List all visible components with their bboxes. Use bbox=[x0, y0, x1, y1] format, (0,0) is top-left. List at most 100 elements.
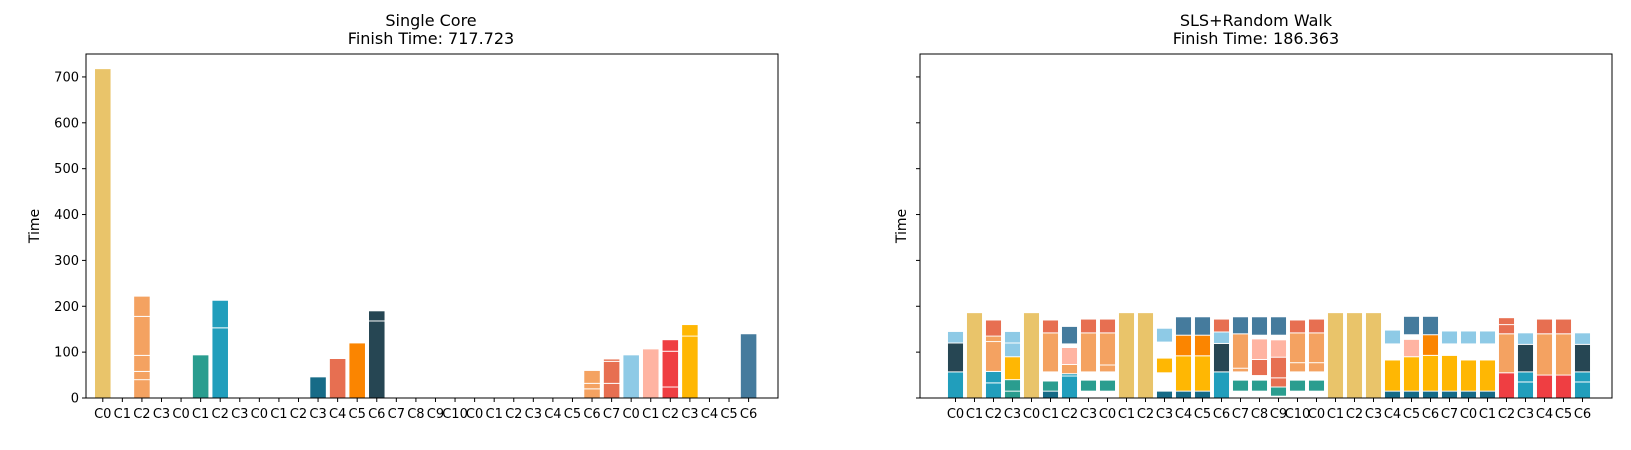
chart-left-xtick-label-13: C5 bbox=[349, 407, 366, 422]
chart-left-xtick-label-26: C7 bbox=[603, 407, 620, 422]
chart-right-bar-25-segment-2 bbox=[1422, 334, 1439, 356]
chart-right-bar-18-segment-2 bbox=[1289, 371, 1306, 381]
chart-left-xtick-label-20: C1 bbox=[486, 407, 503, 422]
chart-left-xtick-label-12: C4 bbox=[329, 407, 346, 422]
chart-right-bar-19-segment-4 bbox=[1308, 332, 1325, 364]
chart-left-bar-27-segment-0 bbox=[622, 354, 640, 399]
chart-right-bar-2-segment-1 bbox=[985, 370, 1002, 384]
chart-left-bar-26-segment-1 bbox=[602, 360, 621, 384]
chart-right-bar-23-segment-0 bbox=[1384, 390, 1401, 399]
chart-left-xtick-label-22: C3 bbox=[525, 407, 542, 422]
chart-left-xtick-label-7: C3 bbox=[231, 407, 248, 422]
chart-right-bar-6-segment-3 bbox=[1061, 347, 1078, 365]
chart-right-bar-17-segment-3 bbox=[1270, 356, 1287, 379]
chart-right-bar-32-segment-0 bbox=[1555, 374, 1572, 399]
chart-left-xtick-label-2: C2 bbox=[133, 407, 150, 422]
chart-right-bar-0-segment-1 bbox=[947, 342, 964, 373]
chart-right-bar-12-segment-0 bbox=[1175, 390, 1192, 399]
chart-right-xtick-label-31: C4 bbox=[1536, 407, 1553, 422]
chart-right-xtick-label-3: C3 bbox=[1004, 407, 1021, 422]
chart-right-bar-5-segment-4 bbox=[1042, 319, 1059, 334]
chart-right-bar-5-segment-3 bbox=[1042, 332, 1059, 373]
chart-left-xtick-label-1: C1 bbox=[114, 407, 131, 422]
chart-right-bar-16-segment-6 bbox=[1251, 316, 1268, 336]
chart-left-xtick-label-0: C0 bbox=[94, 407, 111, 422]
chart-right-bar-0-segment-0 bbox=[947, 371, 964, 399]
chart-right-xtick-label-30: C3 bbox=[1517, 407, 1534, 422]
chart-left-bar-2-segment-2 bbox=[133, 354, 151, 372]
chart-right-bar-14-segment-0 bbox=[1213, 371, 1230, 399]
chart-right-bar-33-segment-1 bbox=[1574, 371, 1591, 383]
chart-left: Single Core Finish Time: 717.723 Time 0 1… bbox=[27, 11, 779, 422]
chart-right-xtick-label-6: C2 bbox=[1061, 407, 1078, 422]
chart-right-bar-26-segment-3 bbox=[1441, 330, 1458, 345]
chart-right-bar-2-segment-4 bbox=[985, 319, 1002, 337]
chart-right-bar-17-segment-2 bbox=[1270, 377, 1287, 388]
chart-left-bar-5-segment-0 bbox=[191, 354, 210, 399]
chart-left-xtick-label-30: C3 bbox=[681, 407, 698, 422]
chart-left-xtick-label-27: C0 bbox=[622, 407, 639, 422]
chart-right-bar-20-segment-0 bbox=[1327, 312, 1344, 399]
chart-left-ytick-label-1: 100 bbox=[54, 346, 79, 361]
chart-right-bar-16-segment-3 bbox=[1251, 359, 1268, 376]
chart-right-bar-33-segment-0 bbox=[1574, 381, 1591, 399]
chart-right-xtick-label-24: C5 bbox=[1403, 407, 1420, 422]
chart-right-bar-12-segment-1 bbox=[1175, 355, 1192, 392]
chart-right-bar-3-segment-3 bbox=[1004, 342, 1021, 358]
chart-right-bar-22-segment-0 bbox=[1365, 312, 1382, 399]
chart-right-bar-3-segment-0 bbox=[1004, 390, 1021, 399]
chart-right-xtick-label-29: C2 bbox=[1498, 407, 1515, 422]
chart-left-xtick-label-14: C6 bbox=[368, 407, 385, 422]
chart-right-bar-30-segment-2 bbox=[1517, 343, 1534, 373]
chart-right-bar-18-segment-1 bbox=[1289, 379, 1306, 392]
chart-left-xtick-label-6: C2 bbox=[212, 407, 229, 422]
chart-right-bar-15-segment-5 bbox=[1232, 316, 1249, 335]
chart-right-bar-23-segment-2 bbox=[1384, 343, 1401, 361]
chart-right-bar-11-segment-0 bbox=[1156, 390, 1173, 399]
chart-right-bar-28-segment-1 bbox=[1479, 359, 1496, 392]
chart-right-bar-19-segment-5 bbox=[1308, 318, 1325, 334]
chart-right-bar-5-segment-0 bbox=[1042, 390, 1059, 399]
chart-left-bar-26-segment-0 bbox=[602, 382, 621, 399]
chart-right-bar-13-segment-3 bbox=[1194, 316, 1211, 336]
chart-left-xtick-label-19: C0 bbox=[466, 407, 483, 422]
chart-left-xtick-label-31: C4 bbox=[701, 407, 718, 422]
chart-right-bar-11-segment-3 bbox=[1156, 341, 1173, 359]
chart-left-ytick-label-0: 0 bbox=[71, 392, 79, 407]
chart-right-xtick-label-25: C6 bbox=[1422, 407, 1439, 422]
chart-right-bar-7-segment-2 bbox=[1080, 371, 1097, 381]
chart-right-bar-30-segment-1 bbox=[1517, 371, 1534, 383]
chart-right-bar-11-segment-2 bbox=[1156, 357, 1173, 374]
chart-right-xtick-label-27: C0 bbox=[1460, 407, 1477, 422]
chart-right-xtick-label-21: C2 bbox=[1346, 407, 1363, 422]
chart-right-xtick-label-7: C3 bbox=[1080, 407, 1097, 422]
chart-right-bar-3-segment-1 bbox=[1004, 379, 1021, 392]
chart-right-xtick-label-4: C0 bbox=[1023, 407, 1040, 422]
chart-right-y-axis-label: Time bbox=[894, 209, 910, 244]
chart-left-bar-6-segment-1 bbox=[211, 299, 229, 329]
chart-right-xtick-label-16: C8 bbox=[1251, 407, 1268, 422]
chart-right-bar-17-segment-4 bbox=[1270, 339, 1287, 358]
chart-left-ytick-label-6: 600 bbox=[54, 116, 79, 131]
chart-right-bar-7-segment-4 bbox=[1080, 318, 1097, 334]
chart-left-bar-0-segment-0 bbox=[94, 68, 112, 399]
chart-right-xtick-label-14: C6 bbox=[1213, 407, 1230, 422]
chart-right-bar-28-segment-3 bbox=[1479, 330, 1496, 345]
chart-right-bar-16-segment-0 bbox=[1251, 390, 1268, 399]
chart-left-title: Single Core bbox=[385, 11, 476, 30]
chart-right-bar-9-segment-0 bbox=[1118, 312, 1135, 399]
chart-right-bar-8-segment-4 bbox=[1099, 332, 1116, 366]
chart-left-xtick-label-29: C2 bbox=[662, 407, 679, 422]
chart-right-bar-17-segment-5 bbox=[1270, 334, 1287, 341]
chart-right-xtick-label-18: C10 bbox=[1285, 407, 1311, 422]
chart-right-xtick-label-32: C5 bbox=[1555, 407, 1572, 422]
chart-left-bar-33-segment-0 bbox=[739, 333, 758, 399]
chart-left-y-axis-label: Time bbox=[27, 209, 43, 244]
chart-left-bar-6-segment-0 bbox=[211, 327, 229, 399]
chart-right-bar-26-segment-2 bbox=[1441, 343, 1458, 356]
chart-right-bar-25-segment-1 bbox=[1422, 354, 1439, 392]
chart-left-bar-25-segment-1 bbox=[583, 382, 601, 390]
chart-right-xtick-label-33: C6 bbox=[1574, 407, 1591, 422]
chart-right-bar-3-segment-4 bbox=[1004, 331, 1021, 344]
